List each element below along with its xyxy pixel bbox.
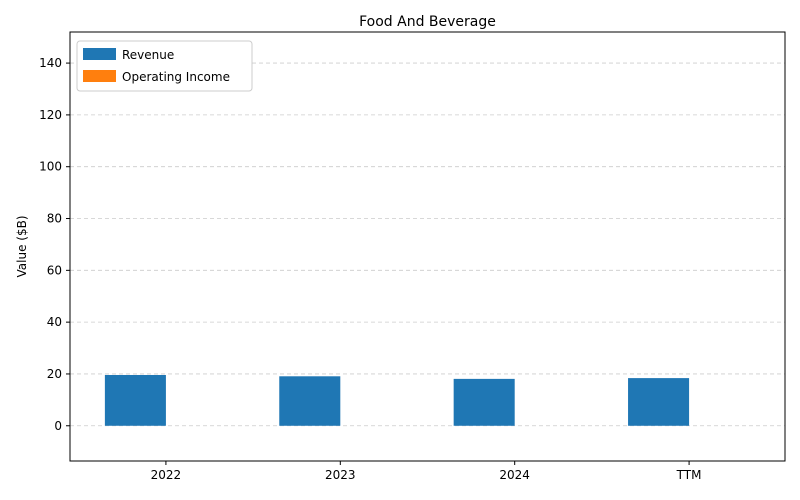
y-tick-label: 140	[39, 56, 62, 70]
x-tick-label: 2023	[325, 468, 356, 482]
y-tick-label: 120	[39, 108, 62, 122]
y-tick-label: 0	[54, 419, 62, 433]
y-tick-label: 40	[47, 315, 62, 329]
legend-box	[76, 40, 253, 92]
y-axis: 0 20 40 60 80 100 120 140	[39, 56, 70, 433]
x-tick-label: TTM	[676, 468, 702, 482]
y-tick-label: 20	[47, 367, 62, 381]
x-axis: 2022 2023 2024 TTM	[151, 461, 702, 482]
y-tick-label: 60	[47, 263, 62, 277]
bars	[104, 374, 690, 426]
x-tick-label: 2022	[151, 468, 182, 482]
bar-revenue-2024	[453, 378, 515, 426]
chart-title: Food And Beverage	[359, 14, 496, 30]
bar-revenue-ttm	[628, 378, 690, 426]
x-tick-label: 2024	[499, 468, 530, 482]
plot-frame	[69, 31, 786, 462]
legend-swatch-revenue	[83, 48, 116, 60]
legend-label-operating-income: Operating Income	[122, 70, 230, 84]
bar-revenue-2023	[279, 376, 341, 426]
legend-swatch-operating-income	[83, 70, 116, 82]
legend-label-revenue: Revenue	[122, 48, 174, 62]
legend: Revenue Operating Income	[76, 40, 253, 92]
y-tick-label: 80	[47, 212, 62, 226]
bar-revenue-2022	[104, 374, 166, 426]
y-axis-label: Value ($B)	[15, 216, 29, 278]
y-tick-label: 100	[39, 160, 62, 174]
